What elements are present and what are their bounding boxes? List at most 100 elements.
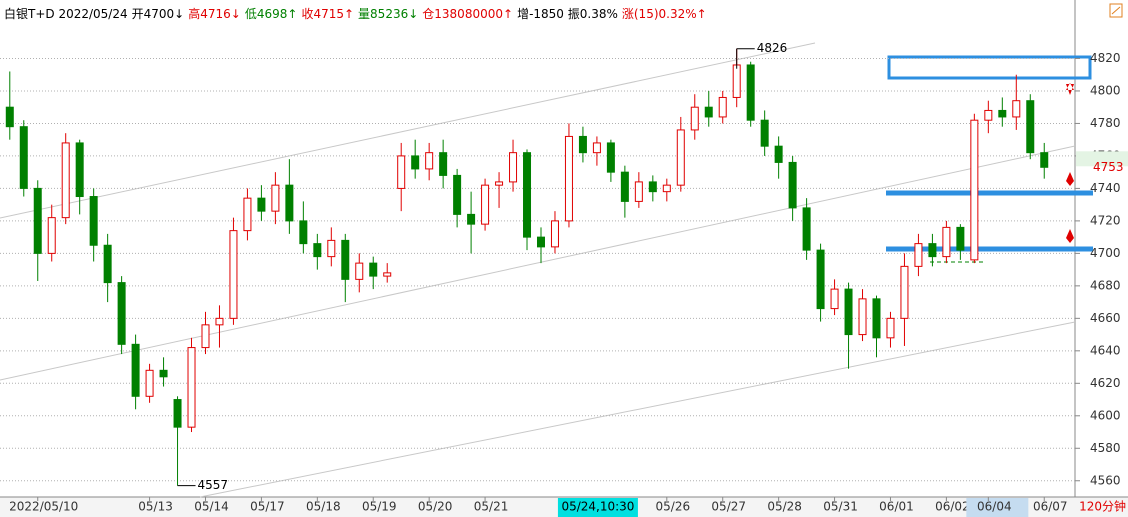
candle-body [411,155,420,170]
y-tick-label: 4820 [1090,51,1121,65]
candle-body [327,239,336,258]
candle-body [606,142,615,173]
candle-body [103,244,112,284]
y-tick-label: 4560 [1090,473,1121,487]
x-tick-label: 05/17 [250,500,285,514]
candle-body [215,317,224,326]
candle-body [802,207,811,251]
candle-body [285,184,294,222]
x-tick-label: 05/14 [194,500,229,514]
candle-body [201,324,210,349]
header-item: 仓138080000↑ [422,7,513,21]
candle-body [509,152,518,183]
y-tick-label: 4700 [1090,246,1121,260]
candle-body [872,298,881,339]
crosshair-label: 05/24,10:30 [561,500,634,514]
candle-body [355,262,364,280]
candle-body [1026,100,1035,154]
arrows [1066,83,1074,243]
x-tick-label: 05/28 [767,500,802,514]
candle-body [187,347,196,428]
candle-body [690,106,699,131]
candle-body [89,196,98,246]
candle-body [886,317,895,339]
candle-body [117,282,126,345]
header-item: 开4700↓ [132,7,185,21]
candle-body [467,213,476,225]
arrow-up [1066,229,1074,243]
candle-body [1012,100,1021,118]
candle-body [439,152,448,176]
arrow-down [1066,83,1074,95]
candle-body [858,298,867,336]
y-tick-label: 4800 [1090,83,1121,97]
period-label: 120分钟 [1079,499,1126,514]
candle-body [131,343,140,397]
candle-body [984,109,993,121]
header-item: 收4715↑ [301,7,354,21]
candle-body [704,106,713,118]
candle-body [956,226,965,251]
candle-body [341,239,350,280]
candle-body [746,64,755,121]
candle-body [676,129,685,186]
y-tick-label: 4580 [1090,441,1121,455]
candle-body [159,369,168,378]
candle-body [523,152,532,238]
candle-body [620,171,629,202]
x-tick-label: 05/21 [474,500,509,514]
candle-body [564,135,573,222]
max-label: 4826 [757,41,788,55]
x-tick-label: 06/01 [879,500,914,514]
candle-body [662,184,671,193]
candle-body [550,220,559,248]
candle-body [760,119,769,147]
channel-line [199,321,1076,498]
x-tick-label: 05/26 [656,500,691,514]
header-item: 涨(15)0.32%↑ [622,6,707,21]
candle-body [830,288,839,310]
last-price-box [1076,151,1128,167]
candle-body [732,64,741,98]
candle-body [271,184,280,212]
candle-body [495,181,504,186]
y-tick-label: 4780 [1090,116,1121,130]
candle-body [369,262,378,277]
candle-body [998,109,1007,118]
y-tick-label: 4680 [1090,278,1121,292]
x-tick-label: 2022/05/10 [9,500,78,514]
candle-body [788,161,797,209]
x-tick-label: 05/19 [362,500,397,514]
candle-body [453,174,462,215]
x-tick-label: 05/27 [711,500,746,514]
candle-body [634,181,643,202]
header-item: 低4698↑ [245,7,298,21]
y-tick-label: 4660 [1090,311,1121,325]
y-tick-label: 4600 [1090,408,1121,422]
x-tick-label: 06/02 [935,500,970,514]
candle-body [299,220,308,245]
min-label: 4557 [198,478,229,492]
settings-icon-mark [1111,6,1121,15]
candle-body [243,197,252,232]
y-tick-label: 4620 [1090,376,1121,390]
candle-body [313,243,322,258]
x-tick-label: 06/07 [1033,500,1068,514]
arrow-up [1066,172,1074,186]
header: 白银T+D 2022/05/24 开4700↓ 高4716↓ 低4698↑ 收4715↑… [4,6,707,21]
candle-body [173,399,182,428]
x-tick-label: 05/18 [306,500,341,514]
candle-body [578,135,587,154]
x-tick-label: 06/04 [977,500,1012,514]
candle-body [816,249,825,310]
candle-body [397,155,406,189]
resistance-box [887,55,1092,80]
candle-body [33,187,42,254]
header-item: 增-1850 振0.38% [517,7,618,21]
channel-line [0,145,1076,381]
x-tick-label: 05/31 [823,500,858,514]
candle-body [425,152,434,170]
header-item: 高4716↓ [188,6,241,21]
